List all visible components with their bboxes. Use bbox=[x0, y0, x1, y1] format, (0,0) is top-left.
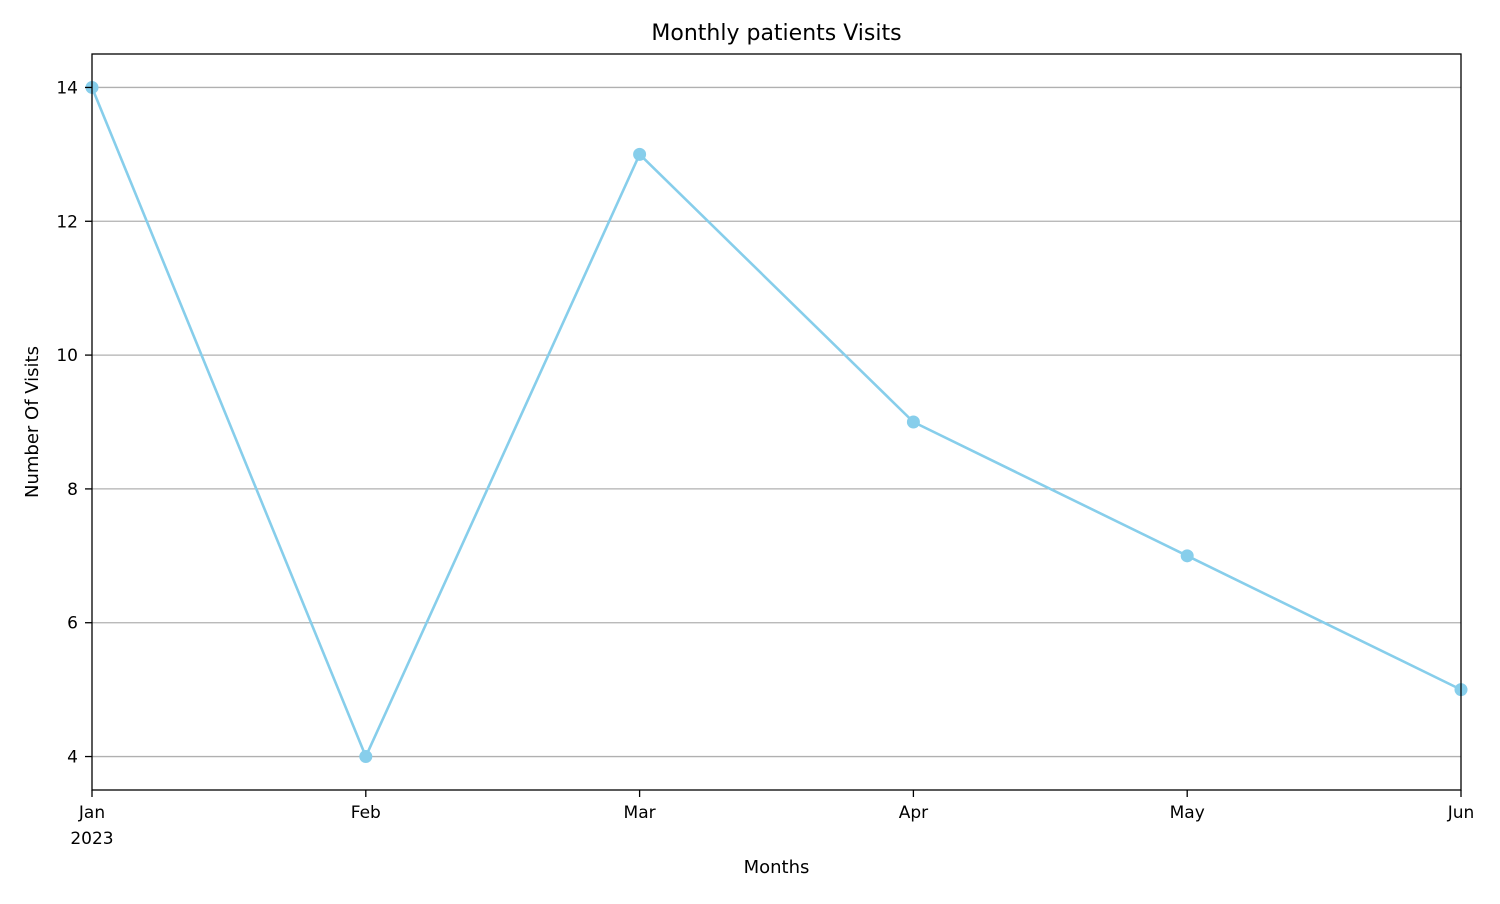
chart-title: Monthly patients Visits bbox=[651, 21, 901, 46]
y-tick-label: 8 bbox=[67, 480, 78, 500]
x-tick-label: Jan bbox=[78, 803, 105, 823]
x-tick-label: Apr bbox=[899, 803, 928, 823]
y-axis: 4 6 8 10 12 14 bbox=[56, 78, 92, 768]
x-tick-year-label: 2023 bbox=[70, 829, 113, 849]
x-tick-label: Jun bbox=[1447, 803, 1475, 823]
grid-lines bbox=[92, 86, 1461, 758]
series-line bbox=[90, 86, 1462, 758]
y-axis-label: Number Of Visits bbox=[22, 346, 43, 498]
data-point bbox=[633, 147, 647, 161]
x-tick-label: May bbox=[1170, 803, 1205, 823]
series-layer bbox=[85, 80, 1468, 764]
y-tick-label: 14 bbox=[56, 78, 78, 98]
x-axis-label: Months bbox=[744, 857, 810, 878]
y-tick-label: 4 bbox=[67, 748, 78, 768]
y-tick-label: 6 bbox=[67, 614, 78, 634]
data-point bbox=[1180, 549, 1194, 563]
data-point bbox=[906, 415, 920, 429]
x-tick-label: Feb bbox=[351, 803, 381, 823]
y-tick-label: 10 bbox=[56, 346, 78, 366]
x-axis: Jan Feb Mar Apr May Jun 2023 bbox=[70, 790, 1474, 849]
plot-area-frame bbox=[91, 53, 1462, 791]
data-point bbox=[359, 750, 373, 764]
x-tick-label: Mar bbox=[624, 803, 656, 823]
y-tick-label: 12 bbox=[56, 212, 78, 232]
